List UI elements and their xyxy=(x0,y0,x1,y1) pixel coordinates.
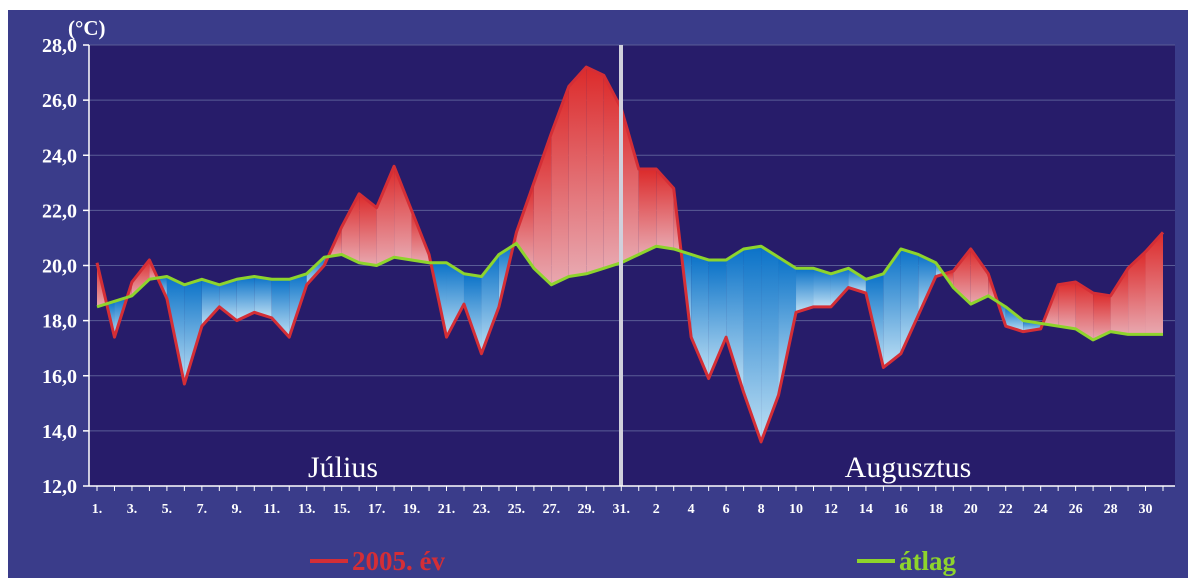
x-tick-label: 28 xyxy=(1104,502,1118,517)
x-tick-label: 29. xyxy=(578,502,596,517)
x-tick-label: 3. xyxy=(127,502,138,517)
below-average-area xyxy=(446,262,464,338)
x-tick-label: 17. xyxy=(368,502,386,517)
x-tick-label: 2 xyxy=(653,502,660,517)
y-unit-label: (°C) xyxy=(68,16,106,40)
x-tick-label: 27. xyxy=(543,502,561,517)
x-tick-label: 25. xyxy=(508,502,526,517)
legend-label-2005: 2005. év xyxy=(352,546,445,576)
above-average-area xyxy=(1110,268,1129,335)
x-tick-label: 10 xyxy=(789,502,803,517)
below-average-area xyxy=(761,246,779,442)
y-tick-label: 18,0 xyxy=(42,311,77,333)
legend: 2005. év átlag xyxy=(310,546,956,576)
below-average-area xyxy=(1005,306,1024,332)
x-tick-label: 12 xyxy=(824,502,838,517)
above-average-area xyxy=(516,182,534,269)
above-average-area xyxy=(341,193,360,263)
above-average-area xyxy=(586,67,604,274)
y-tick-label: 26,0 xyxy=(42,90,77,112)
below-average-area xyxy=(778,257,797,396)
above-average-area xyxy=(970,248,989,305)
below-average-area xyxy=(254,276,272,318)
x-tick-label: 21. xyxy=(438,502,456,517)
above-average-area xyxy=(551,86,569,285)
x-tick-label: 1. xyxy=(92,502,103,517)
below-average-area xyxy=(201,279,220,327)
x-tick-label: 4 xyxy=(688,502,695,517)
below-average-area xyxy=(463,273,482,354)
below-average-area xyxy=(691,254,709,379)
above-average-area xyxy=(656,169,674,249)
below-average-area xyxy=(813,268,831,307)
y-tick-label: 12,0 xyxy=(42,476,77,498)
above-average-area xyxy=(1145,232,1163,335)
below-average-area xyxy=(184,279,202,385)
above-average-area xyxy=(394,166,412,260)
above-average-area xyxy=(359,193,377,266)
x-tick-label: 6 xyxy=(723,502,730,517)
y-tick-label: 24,0 xyxy=(42,145,77,167)
x-tick-label: 18 xyxy=(929,502,943,517)
y-tick-label: 14,0 xyxy=(42,421,77,443)
legend-label-atlag: átlag xyxy=(899,546,956,576)
below-average-area xyxy=(219,279,237,321)
below-average-area xyxy=(743,246,762,442)
above-average-area xyxy=(638,169,657,255)
x-tick-label: 19. xyxy=(403,502,421,517)
above-average-area xyxy=(621,108,639,263)
below-average-area xyxy=(900,248,919,354)
x-tick-label: 24 xyxy=(1034,502,1048,517)
x-tick-label: 20 xyxy=(964,502,978,517)
above-average-area xyxy=(376,166,395,266)
y-tick-label: 16,0 xyxy=(42,366,77,388)
above-average-area xyxy=(603,75,622,269)
above-average-area xyxy=(1058,282,1076,329)
x-tick-label: 14 xyxy=(859,502,873,517)
x-tick-label: 13. xyxy=(298,502,316,517)
above-average-area xyxy=(1128,251,1146,335)
x-tick-label: 31. xyxy=(613,502,631,517)
month-label-julius: Július xyxy=(308,451,378,484)
y-tick-label: 22,0 xyxy=(42,200,77,222)
below-average-area xyxy=(830,268,849,307)
x-tick-label: 30 xyxy=(1139,502,1153,517)
x-tick-label: 22 xyxy=(999,502,1013,517)
y-tick-label: 20,0 xyxy=(42,256,77,278)
x-tick-label: 11. xyxy=(263,502,280,517)
above-average-area xyxy=(131,259,150,296)
below-average-area xyxy=(726,248,744,393)
below-average-area xyxy=(236,276,255,321)
x-tick-label: 8 xyxy=(758,502,765,517)
above-average-area xyxy=(568,67,587,277)
x-tick-label: 9. xyxy=(232,502,243,517)
below-average-area xyxy=(796,268,814,313)
x-tick-label: 7. xyxy=(197,502,208,517)
month-label-augusztus: Augusztus xyxy=(845,451,972,484)
below-average-area xyxy=(918,254,936,316)
series-line-atlag xyxy=(96,241,1163,342)
x-tick-label: 5. xyxy=(162,502,173,517)
series-line-2005 xyxy=(95,65,1165,444)
below-average-area xyxy=(481,254,499,354)
x-tick-label: 15. xyxy=(333,502,351,517)
x-tick-label: 16 xyxy=(894,502,908,517)
above-average-area xyxy=(1093,293,1111,340)
above-average-area xyxy=(1075,282,1094,340)
below-average-area xyxy=(848,268,866,294)
below-average-area xyxy=(708,259,727,379)
x-tick-label: 26 xyxy=(1069,502,1083,517)
x-tick-label: 23. xyxy=(473,502,491,517)
below-average-area xyxy=(883,248,901,368)
y-tick-label: 28,0 xyxy=(42,35,77,57)
